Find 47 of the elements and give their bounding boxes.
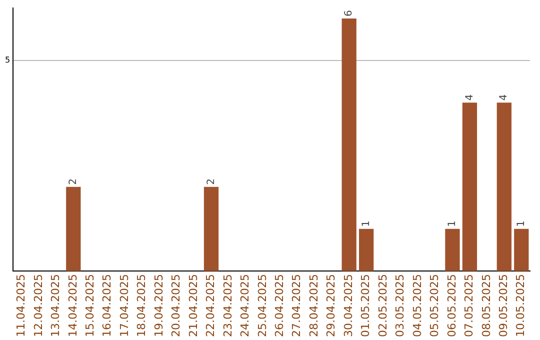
x-tick-label: 14.04.2025 bbox=[66, 274, 80, 338]
x-tick-label: 03.05.2025 bbox=[394, 274, 407, 338]
x-tick-label: 30.04.2025 bbox=[342, 274, 355, 338]
data-label: 4 bbox=[464, 94, 476, 101]
x-tick-label: 19.04.2025 bbox=[152, 274, 166, 338]
bar bbox=[445, 228, 460, 272]
bar bbox=[496, 102, 512, 272]
x-tick-label: 23.04.2025 bbox=[221, 274, 234, 338]
x-tick-label: 27.04.2025 bbox=[290, 274, 304, 338]
x-tick-label: 11.04.2025 bbox=[14, 274, 28, 338]
bar bbox=[514, 228, 529, 272]
bar bbox=[342, 18, 356, 272]
data-label: 1 bbox=[360, 220, 372, 227]
x-tick-label: 05.05.2025 bbox=[428, 274, 442, 338]
x-tick-label: 02.05.2025 bbox=[376, 274, 390, 338]
y-tick-label: 5 bbox=[4, 56, 10, 65]
data-label: 1 bbox=[516, 220, 527, 227]
x-tick-label: 07.05.2025 bbox=[462, 274, 476, 338]
x-tick-label: 01.05.2025 bbox=[359, 274, 372, 338]
bar bbox=[462, 102, 478, 272]
x-tick-label: 13.04.2025 bbox=[49, 274, 62, 338]
x-tick-label: 22.04.2025 bbox=[204, 274, 218, 338]
x-tick-label: 26.04.2025 bbox=[273, 274, 286, 338]
x-tick-label: 15.04.2025 bbox=[83, 274, 96, 338]
bar bbox=[358, 228, 374, 272]
bar bbox=[66, 186, 81, 272]
x-tick-label: 08.05.2025 bbox=[480, 274, 493, 338]
x-tick-label: 06.05.2025 bbox=[445, 274, 458, 338]
data-label: 6 bbox=[344, 10, 355, 17]
bar bbox=[204, 186, 219, 272]
x-tick-label: 18.04.2025 bbox=[135, 274, 148, 338]
x-tick-label: 29.04.2025 bbox=[324, 274, 338, 338]
x-tick-label: 12.04.2025 bbox=[32, 274, 45, 338]
data-label: 2 bbox=[68, 178, 79, 185]
x-tick-label: 04.05.2025 bbox=[410, 274, 424, 338]
data-label: 4 bbox=[498, 94, 510, 101]
data-label: 1 bbox=[447, 220, 458, 227]
x-tick-label: 10.05.2025 bbox=[514, 274, 528, 338]
x-tick-label: 09.05.2025 bbox=[497, 274, 510, 338]
x-tick-label: 24.04.2025 bbox=[238, 274, 252, 338]
x-tick-label: 28.04.2025 bbox=[307, 274, 320, 338]
x-tick-label: 21.04.2025 bbox=[186, 274, 200, 338]
x-tick-label: 20.04.2025 bbox=[170, 274, 183, 338]
x-tick-label: 25.04.2025 bbox=[256, 274, 269, 338]
data-label: 2 bbox=[206, 178, 217, 185]
x-tick-label: 16.04.2025 bbox=[100, 274, 114, 338]
x-tick-label: 17.04.2025 bbox=[118, 274, 131, 338]
